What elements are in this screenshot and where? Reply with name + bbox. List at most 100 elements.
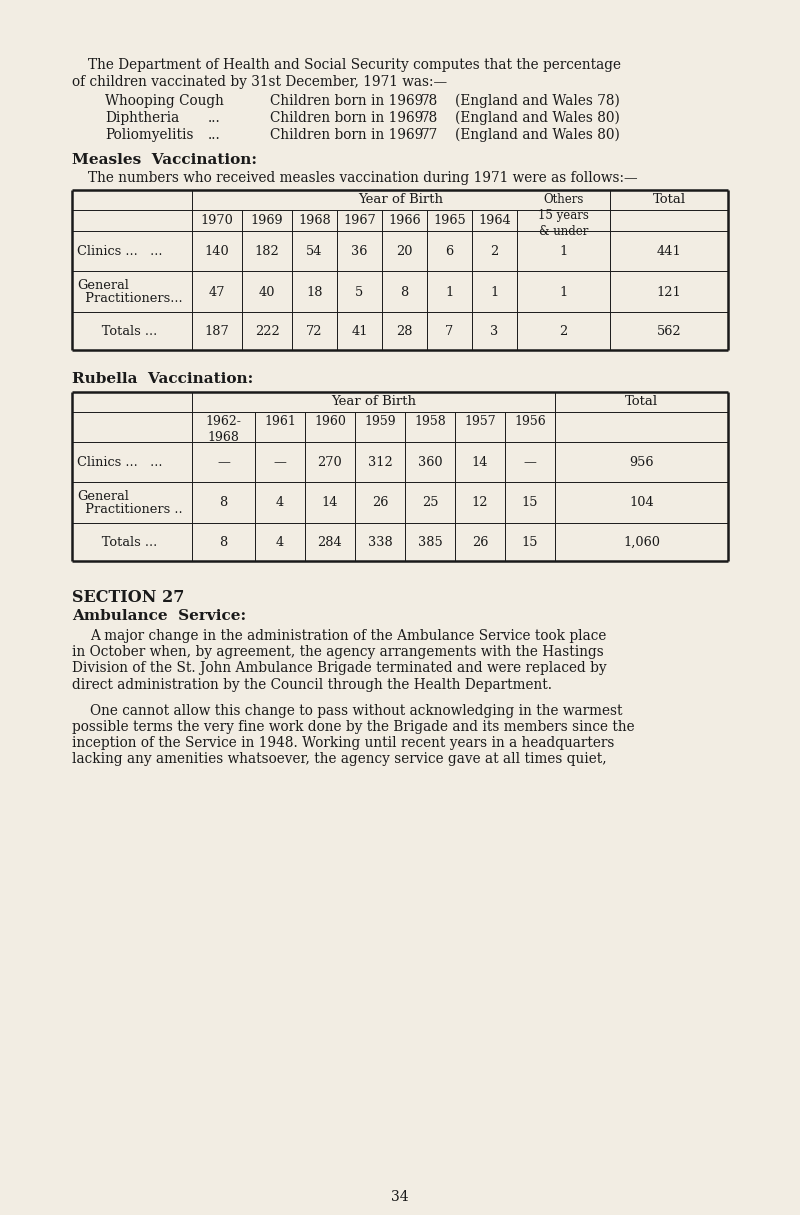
Text: 182: 182 bbox=[254, 245, 279, 258]
Text: 8: 8 bbox=[219, 536, 228, 549]
Text: (England and Wales 80): (England and Wales 80) bbox=[455, 128, 620, 142]
Text: 14: 14 bbox=[322, 497, 338, 509]
Text: 284: 284 bbox=[318, 536, 342, 549]
Text: 270: 270 bbox=[318, 456, 342, 469]
Text: Children born in 1969: Children born in 1969 bbox=[270, 111, 423, 125]
Text: 3: 3 bbox=[490, 324, 498, 338]
Text: Practitioners ..: Practitioners .. bbox=[77, 503, 182, 516]
Text: Whooping Cough: Whooping Cough bbox=[105, 94, 224, 108]
Text: 15: 15 bbox=[522, 497, 538, 509]
Text: 187: 187 bbox=[205, 324, 230, 338]
Text: 312: 312 bbox=[368, 456, 392, 469]
Text: 1: 1 bbox=[559, 245, 568, 258]
Text: Division of the St. John Ambulance Brigade terminated and were replaced by: Division of the St. John Ambulance Briga… bbox=[72, 661, 606, 676]
Text: Year of Birth: Year of Birth bbox=[331, 395, 416, 408]
Text: 360: 360 bbox=[418, 456, 442, 469]
Text: Totals ...: Totals ... bbox=[77, 536, 158, 549]
Text: 1: 1 bbox=[559, 286, 568, 299]
Text: 41: 41 bbox=[351, 324, 368, 338]
Text: of children vaccinated by 31st December, 1971 was:—: of children vaccinated by 31st December,… bbox=[72, 75, 447, 89]
Text: 1959: 1959 bbox=[364, 416, 396, 428]
Text: 1969: 1969 bbox=[250, 214, 283, 227]
Text: ...: ... bbox=[208, 111, 221, 125]
Text: 104: 104 bbox=[629, 497, 654, 509]
Text: Total: Total bbox=[653, 193, 686, 207]
Text: 12: 12 bbox=[472, 497, 488, 509]
Text: 1968: 1968 bbox=[298, 214, 331, 227]
Text: 26: 26 bbox=[472, 536, 488, 549]
Text: possible terms the very fine work done by the Brigade and its members since the: possible terms the very fine work done b… bbox=[72, 720, 634, 734]
Text: 1966: 1966 bbox=[388, 214, 421, 227]
Text: 28: 28 bbox=[396, 324, 413, 338]
Text: Total: Total bbox=[625, 395, 658, 408]
Text: —: — bbox=[274, 456, 286, 469]
Text: —: — bbox=[217, 456, 230, 469]
Text: Diphtheria: Diphtheria bbox=[105, 111, 179, 125]
Text: A major change in the administration of the Ambulance Service took place: A major change in the administration of … bbox=[90, 629, 606, 643]
Text: Children born in 1969: Children born in 1969 bbox=[270, 128, 423, 142]
Text: 8: 8 bbox=[219, 497, 228, 509]
Text: ...: ... bbox=[208, 128, 221, 142]
Text: 1,060: 1,060 bbox=[623, 536, 660, 549]
Text: Children born in 1969: Children born in 1969 bbox=[270, 94, 423, 108]
Text: Poliomyelitis: Poliomyelitis bbox=[105, 128, 194, 142]
Text: 121: 121 bbox=[657, 286, 682, 299]
Text: Clinics ...   ...: Clinics ... ... bbox=[77, 456, 162, 469]
Text: 2: 2 bbox=[559, 324, 568, 338]
Text: Measles  Vaccination:: Measles Vaccination: bbox=[72, 153, 257, 166]
Text: 26: 26 bbox=[372, 497, 388, 509]
Text: 78: 78 bbox=[422, 111, 438, 125]
Text: —: — bbox=[523, 456, 537, 469]
Text: One cannot allow this change to pass without acknowledging in the warmest: One cannot allow this change to pass wit… bbox=[90, 703, 622, 718]
Text: 20: 20 bbox=[396, 245, 413, 258]
Text: 1970: 1970 bbox=[201, 214, 234, 227]
Text: Rubella  Vaccination:: Rubella Vaccination: bbox=[72, 372, 254, 386]
Text: 385: 385 bbox=[418, 536, 442, 549]
Text: 14: 14 bbox=[472, 456, 488, 469]
Text: in October when, by agreement, the agency arrangements with the Hastings: in October when, by agreement, the agenc… bbox=[72, 645, 604, 660]
Text: 6: 6 bbox=[446, 245, 454, 258]
Text: 562: 562 bbox=[657, 324, 682, 338]
Text: Practitioners...: Practitioners... bbox=[77, 292, 182, 305]
Text: The numbers who received measles vaccination during 1971 were as follows:—: The numbers who received measles vaccina… bbox=[88, 171, 638, 185]
Text: (England and Wales 80): (England and Wales 80) bbox=[455, 111, 620, 125]
Text: 956: 956 bbox=[630, 456, 654, 469]
Text: 7: 7 bbox=[446, 324, 454, 338]
Text: 72: 72 bbox=[306, 324, 322, 338]
Text: 441: 441 bbox=[657, 245, 682, 258]
Text: 77: 77 bbox=[422, 128, 438, 142]
Text: Others
15 years
& under: Others 15 years & under bbox=[538, 193, 589, 238]
Text: 78: 78 bbox=[422, 94, 438, 108]
Text: 1958: 1958 bbox=[414, 416, 446, 428]
Text: 47: 47 bbox=[209, 286, 226, 299]
Text: 34: 34 bbox=[391, 1189, 409, 1204]
Text: 54: 54 bbox=[306, 245, 322, 258]
Text: 222: 222 bbox=[254, 324, 279, 338]
Text: 140: 140 bbox=[205, 245, 230, 258]
Text: 1961: 1961 bbox=[264, 416, 296, 428]
Text: 1965: 1965 bbox=[433, 214, 466, 227]
Text: The Department of Health and Social Security computes that the percentage: The Department of Health and Social Secu… bbox=[88, 58, 621, 72]
Text: inception of the Service in 1948. Working until recent years in a headquarters: inception of the Service in 1948. Workin… bbox=[72, 736, 614, 750]
Text: 1957: 1957 bbox=[464, 416, 496, 428]
Text: 5: 5 bbox=[355, 286, 364, 299]
Text: direct administration by the Council through the Health Department.: direct administration by the Council thr… bbox=[72, 678, 552, 691]
Text: 338: 338 bbox=[368, 536, 392, 549]
Text: 1960: 1960 bbox=[314, 416, 346, 428]
Text: General: General bbox=[77, 279, 129, 292]
Text: SECTION 27: SECTION 27 bbox=[72, 589, 184, 606]
Text: 40: 40 bbox=[258, 286, 275, 299]
Text: 1: 1 bbox=[490, 286, 498, 299]
Text: 1: 1 bbox=[446, 286, 454, 299]
Text: 4: 4 bbox=[276, 497, 284, 509]
Text: 4: 4 bbox=[276, 536, 284, 549]
Text: 2: 2 bbox=[490, 245, 498, 258]
Text: 36: 36 bbox=[351, 245, 368, 258]
Text: 25: 25 bbox=[422, 497, 438, 509]
Text: 1962-
1968: 1962- 1968 bbox=[206, 416, 242, 443]
Text: (England and Wales 78): (England and Wales 78) bbox=[455, 94, 620, 108]
Text: 1956: 1956 bbox=[514, 416, 546, 428]
Text: Clinics ...   ...: Clinics ... ... bbox=[77, 245, 162, 258]
Text: General: General bbox=[77, 490, 129, 503]
Text: 1967: 1967 bbox=[343, 214, 376, 227]
